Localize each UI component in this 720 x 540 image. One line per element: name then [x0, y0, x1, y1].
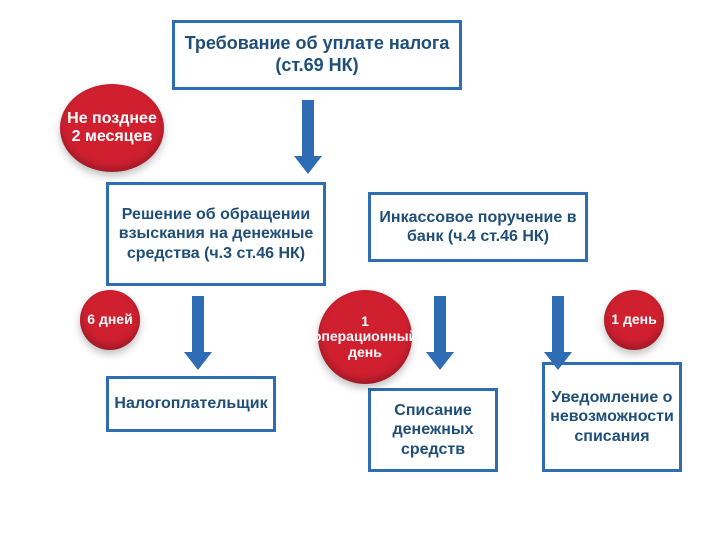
arrow-2: [184, 296, 212, 370]
inkasso-box: Инкассовое поручение в банк (ч.4 ст.46 Н…: [368, 192, 588, 262]
arrow-1: [294, 100, 322, 174]
decision-box: Решение об обращении взыскания на денежн…: [106, 182, 326, 286]
notice-text: Уведомление о невозможности списания: [550, 388, 674, 446]
badge-b4-text: 1 день: [611, 312, 656, 327]
taxpayer-text: Налогоплательщик: [114, 394, 267, 413]
badge-6-days: 6 дней: [80, 290, 140, 350]
badge-1-day: 1 день: [604, 290, 664, 350]
taxpayer-box: Налогоплательщик: [106, 376, 276, 432]
title-text: Требование об уплате налога (ст.69 НК): [183, 33, 451, 76]
title-box: Требование об уплате налога (ст.69 НК): [172, 20, 462, 90]
arrow-4: [544, 296, 572, 370]
badge-b3-text: 1 операционный день: [313, 314, 417, 360]
decision-text: Решение об обращении взыскания на денежн…: [117, 205, 315, 263]
badge-b2-text: 6 дней: [87, 312, 132, 327]
arrow-3: [426, 296, 454, 370]
inkasso-text: Инкассовое поручение в банк (ч.4 ст.46 Н…: [379, 208, 577, 246]
notice-box: Уведомление о невозможности списания: [542, 362, 682, 472]
badge-b1-text: Не позднее 2 месяцев: [64, 110, 160, 145]
writeoff-text: Списание денежных средств: [379, 401, 487, 459]
badge-not-later-2-months: Не позднее 2 месяцев: [60, 84, 164, 172]
badge-1-op-day: 1 операционный день: [318, 290, 412, 384]
writeoff-box: Списание денежных средств: [368, 388, 498, 472]
